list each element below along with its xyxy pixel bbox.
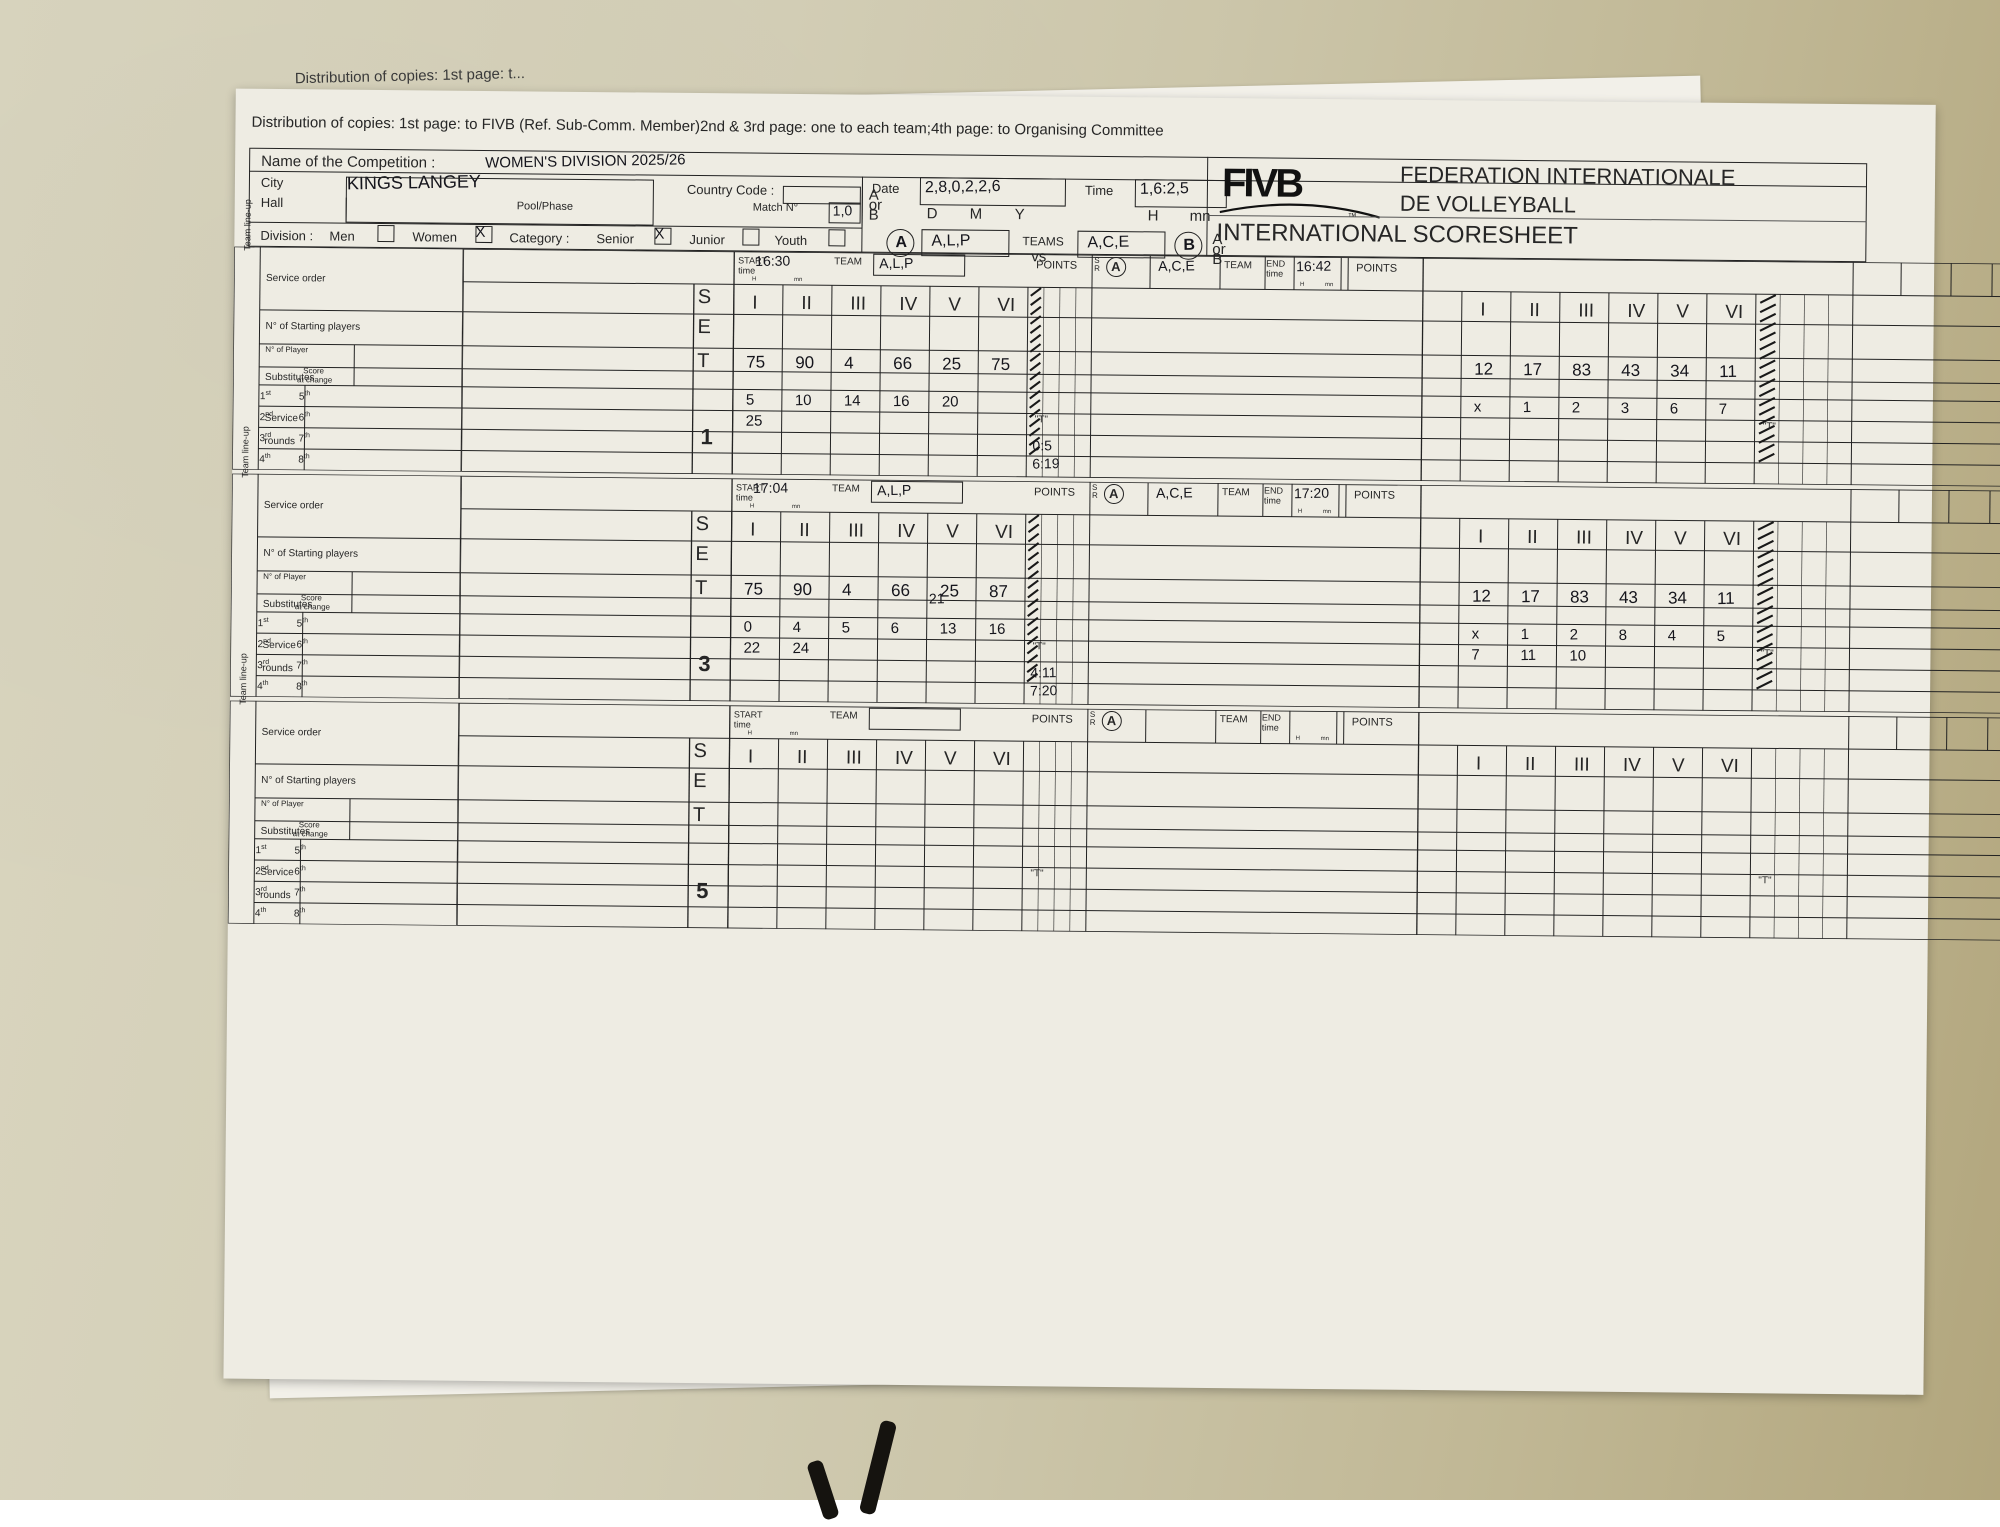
svg-text:FIVB: FIVB — [1222, 161, 1304, 206]
